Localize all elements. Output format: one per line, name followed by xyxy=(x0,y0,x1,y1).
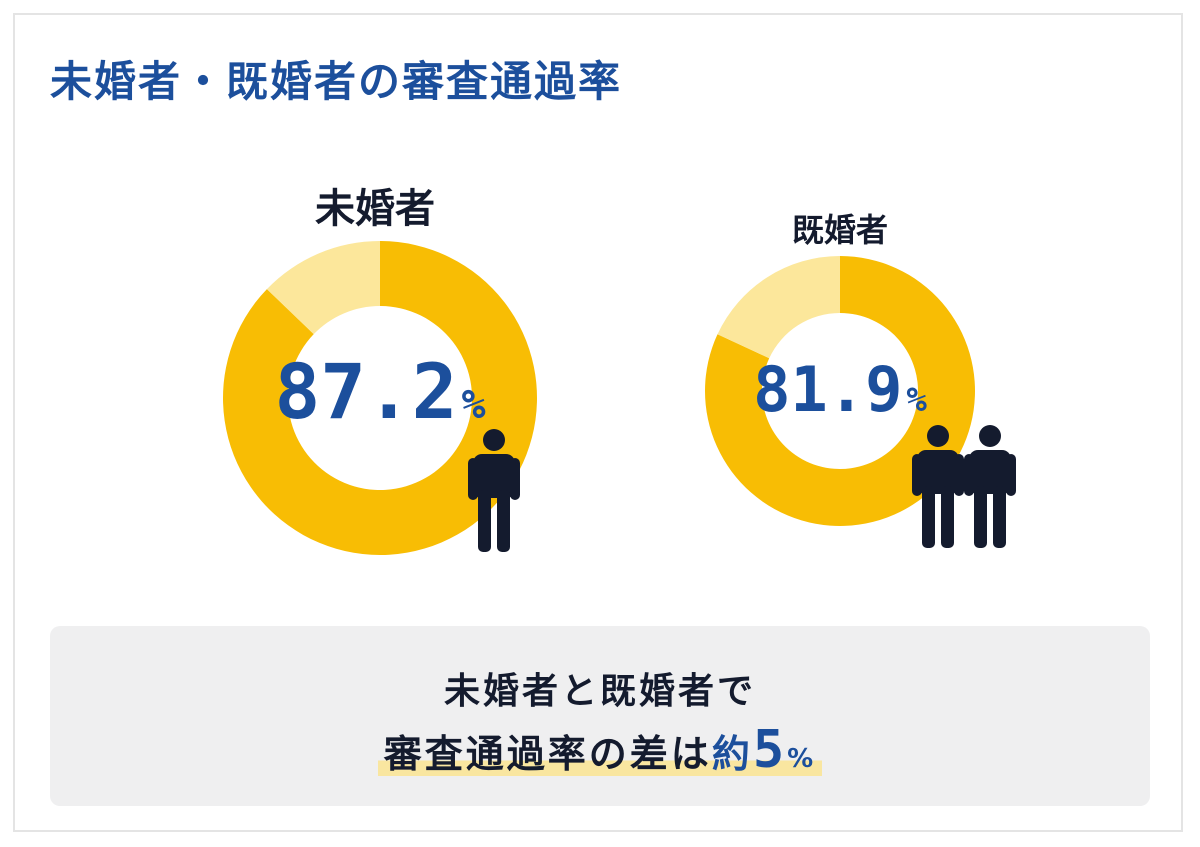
summary-box: 未婚者と既婚者で 審査通過率の差は約5% xyxy=(50,626,1150,806)
donut-chart-unmarried: 87.2% xyxy=(223,241,538,555)
summary-main-text: 審査通過率の差は xyxy=(383,732,712,776)
summary-highlight: 審査通過率の差は約5% xyxy=(377,720,823,780)
donut-value-unit: % xyxy=(461,382,485,428)
summary-line-2: 審査通過率の差は約5% xyxy=(50,720,1150,780)
donut-value: 87.2% xyxy=(274,347,485,436)
two-people-icon xyxy=(912,425,1016,548)
donut-slice-rest xyxy=(266,241,380,335)
single-person-icon xyxy=(468,429,520,552)
donut-value-number: 87.2 xyxy=(274,347,457,436)
donut-value-number: 81.9 xyxy=(753,353,902,426)
donut-chart-married: 81.9% xyxy=(705,256,975,526)
summary-difference-unit: % xyxy=(787,744,817,774)
summary-approx-text: 約 xyxy=(711,732,753,776)
donut-value: 81.9% xyxy=(753,353,927,426)
donut-slice-approved xyxy=(223,241,538,555)
summary-difference-number: 5 xyxy=(752,720,788,780)
summary-line-1: 未婚者と既婚者で xyxy=(443,671,756,712)
donut-slice-rest xyxy=(717,256,840,359)
donut-slice-approved xyxy=(705,256,975,526)
donut-value-unit: % xyxy=(906,380,927,420)
donut-label-unmarried: 未婚者 xyxy=(315,186,435,232)
donut-label-married: 既婚者 xyxy=(791,211,888,249)
page-title: 未婚者・既婚者の審査通過率 xyxy=(50,57,623,106)
